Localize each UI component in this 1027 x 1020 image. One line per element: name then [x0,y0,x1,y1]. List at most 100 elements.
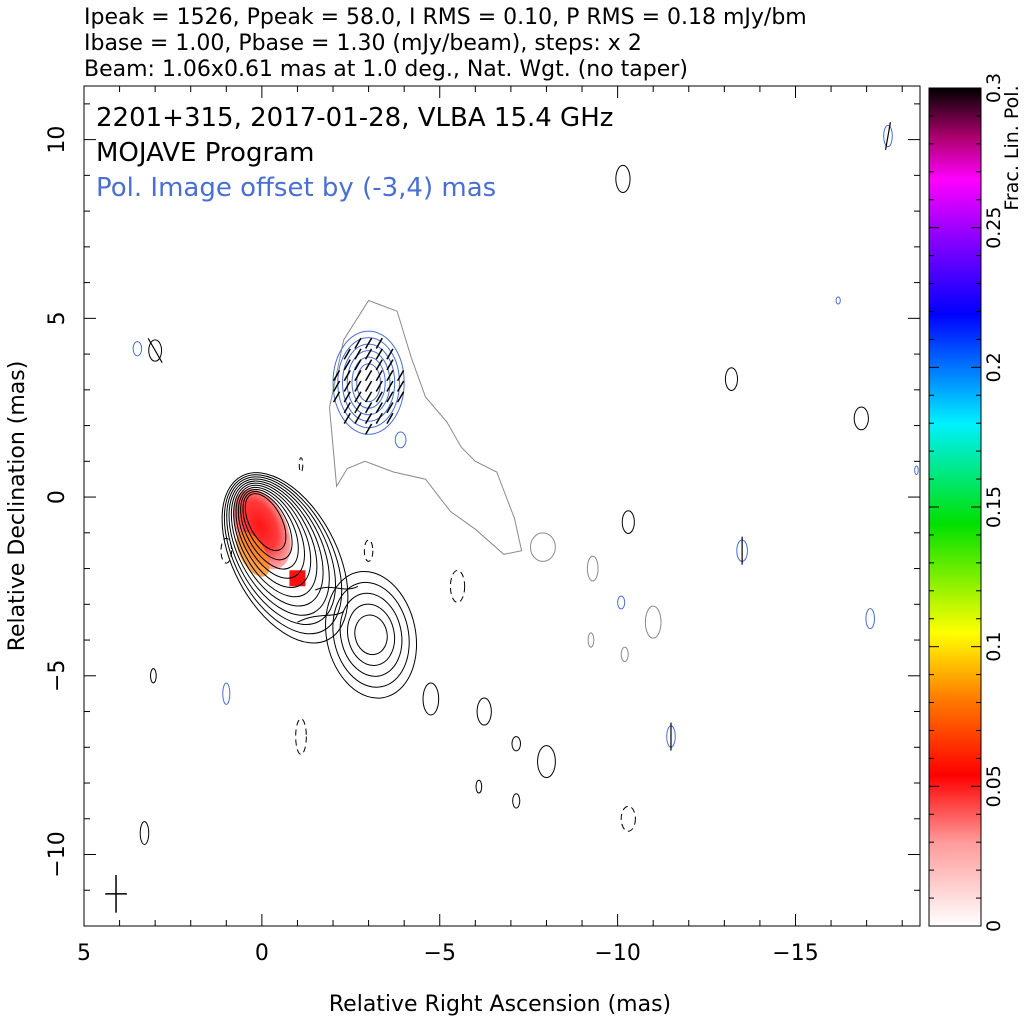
evpa-tick [364,412,373,424]
evpa-tick [375,359,383,371]
extended-emission-contour [328,299,523,555]
evpa-tick [396,369,405,382]
faint-emission-contour [586,555,599,582]
negative-contour [449,569,466,603]
colorbar: 0 0.05 0.1 0.15 0.2 0.25 0.3 Frac. Lin. Pol. [928,73,1023,932]
map-subtitle: MOJAVE Program [96,138,314,168]
jet-blob-contour [512,793,521,809]
y-axis-label: Relative Declination (mas) [5,361,30,652]
evpa-tick [375,348,383,360]
negative-contour [298,457,304,473]
negative-contour [363,539,374,562]
evpa-tick [375,391,383,403]
colorbar-tick-label: 0.15 [983,486,1005,528]
jet-bridge-contour [315,585,359,591]
faint-emission-contour [529,532,556,562]
evpa-tick [354,402,362,414]
evpa-tick [343,369,351,382]
jet-blob-contour [150,668,157,684]
x-tick-label: −10 [594,941,640,966]
frac-pol-spot [289,570,306,587]
core-contour [244,493,287,552]
evpa-tick [386,402,394,414]
colorbar-tick-label: 0 [983,920,1005,932]
jet-knot-contour [332,581,410,688]
evpa-tick [332,391,341,403]
faint-emission-contour [587,632,595,648]
evpa-tick [364,359,373,371]
core-contour [228,478,330,616]
pol-offset-note: Pol. Image offset by (-3,4) mas [96,173,496,203]
colorbar-ticks: 0 0.05 0.1 0.15 0.2 0.25 0.3 [929,73,1005,932]
core-contour [240,488,299,570]
x-tick-label: −15 [772,941,818,966]
evpa-tick [386,369,394,382]
core-contour [237,486,305,579]
evpa-tick [147,338,163,363]
evpa-tick [343,402,351,414]
polarized-contour [346,350,391,416]
polarized-contour [883,124,893,148]
y-tick-label: −10 [45,831,70,877]
jet-blob-contour [148,339,163,362]
x-tick-label: −5 [424,941,456,966]
polarized-contour [835,296,841,305]
image-layer [105,122,919,913]
jet-blob-contour [724,367,739,391]
polarized-contour [222,682,231,705]
x-axis-label: Relative Right Ascension (mas) [329,992,671,1017]
evpa-tick [375,412,383,424]
y-tick-label: 10 [45,126,70,154]
colorbar-tick-label: 0.25 [983,207,1005,249]
evpa-tick [354,380,362,392]
core-contour [226,476,337,626]
evpa-tick [396,391,405,403]
evpa-tick [884,122,892,150]
jet-knot-contour [347,603,396,666]
core-contour [235,484,312,589]
y-tick-label: 5 [45,311,70,325]
evpa-tick [364,402,373,414]
jet-blob-contour [621,510,635,534]
colorbar-tick-label: 0.05 [983,765,1005,807]
evpa-tick [375,369,383,382]
evpa-tick [343,359,351,371]
evpa-tick [386,380,394,392]
evpa-tick [354,369,362,382]
evpa-tick [343,391,351,403]
evpa-tick [375,380,383,392]
y-tick-label: 0 [45,490,70,504]
evpa-tick [375,337,383,349]
evpa-tick [354,412,362,424]
evpa-tick [343,412,351,424]
jet-blob-contour [615,164,631,193]
jet-blob-contour [475,779,483,794]
core-contour [233,482,318,598]
jet-knot-contour [325,570,418,699]
evpa-tick [343,348,351,360]
evpa-tick [354,391,362,403]
evpa-tick [386,359,394,371]
evpa-tick [386,348,394,360]
evpa-tick [343,380,351,392]
negative-contour [295,718,307,755]
polarized-contour [132,341,143,357]
colorbar-tick-label: 0.2 [983,352,1005,382]
colorbar-label: Frac. Lin. Pol. [1001,85,1023,210]
evpa-tick [364,348,373,360]
evpa-tick [396,380,405,392]
polarized-contour [914,465,919,476]
evpa-tick [364,337,373,349]
jet-blob-contour [422,682,440,716]
evpa-tick [386,412,394,424]
core-contour [221,472,349,644]
x-tick-label: 5 [77,941,91,966]
jet-blob-contour [853,406,869,431]
header-line-1: Ipeak = 1526, Ppeak = 58.0, I RMS = 0.10… [84,5,807,30]
colorbar-tick-label: 0.1 [983,632,1005,662]
plot-frame [83,85,921,927]
evpa-tick [386,391,394,403]
y-tick-label: −5 [45,660,70,692]
evpa-tick [375,402,383,414]
